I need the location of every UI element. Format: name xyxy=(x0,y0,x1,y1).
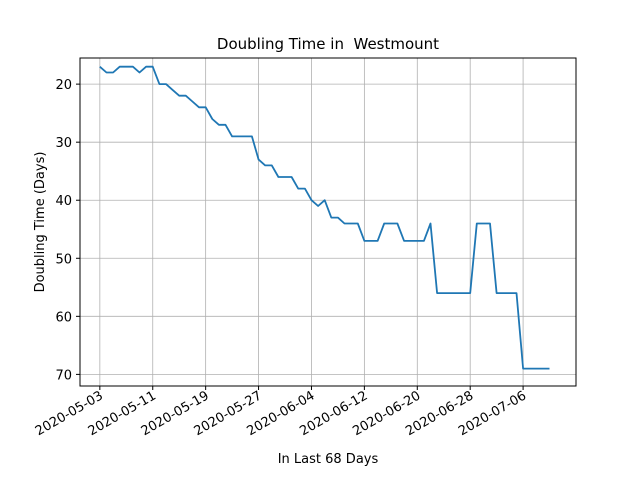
y-tick-label: 50 xyxy=(55,252,72,267)
chart-title: Doubling Time in Westmount xyxy=(217,35,439,53)
plot-area xyxy=(99,65,550,370)
y-tick-label: 40 xyxy=(55,194,72,209)
y-tick-label: 60 xyxy=(55,310,72,325)
y-axis-label: Doubling Time (Days) xyxy=(33,152,48,293)
y-tick-label: 30 xyxy=(55,136,72,151)
grid-lines xyxy=(80,58,576,386)
y-axis: 20 30 40 50 60 70 xyxy=(55,78,80,383)
plot-frame xyxy=(79,57,577,387)
y-tick-label: 70 xyxy=(55,368,72,383)
y-tick-label: 20 xyxy=(55,78,72,93)
doubling-time-series-line xyxy=(99,65,550,370)
x-axis-label: In Last 68 Days xyxy=(278,452,379,467)
